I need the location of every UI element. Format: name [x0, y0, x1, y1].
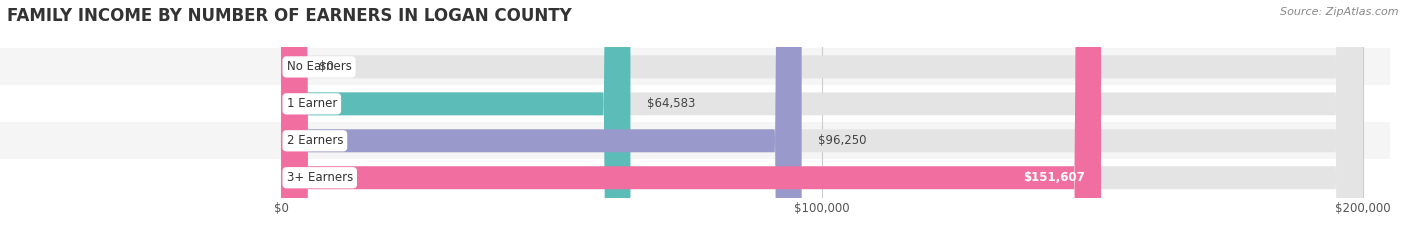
Text: $151,607: $151,607 [1024, 171, 1085, 184]
Text: No Earners: No Earners [287, 60, 352, 73]
FancyBboxPatch shape [0, 159, 1389, 196]
FancyBboxPatch shape [281, 0, 1362, 233]
FancyBboxPatch shape [281, 0, 1362, 233]
Text: FAMILY INCOME BY NUMBER OF EARNERS IN LOGAN COUNTY: FAMILY INCOME BY NUMBER OF EARNERS IN LO… [7, 7, 572, 25]
Text: $64,583: $64,583 [647, 97, 695, 110]
Text: Source: ZipAtlas.com: Source: ZipAtlas.com [1281, 7, 1399, 17]
FancyBboxPatch shape [0, 48, 1389, 85]
FancyBboxPatch shape [281, 0, 630, 233]
Text: $96,250: $96,250 [818, 134, 866, 147]
Text: 3+ Earners: 3+ Earners [287, 171, 353, 184]
Text: 2 Earners: 2 Earners [287, 134, 343, 147]
FancyBboxPatch shape [281, 0, 1362, 233]
FancyBboxPatch shape [0, 85, 1389, 122]
FancyBboxPatch shape [0, 122, 1389, 159]
FancyBboxPatch shape [281, 0, 1362, 233]
Text: $0: $0 [319, 60, 335, 73]
FancyBboxPatch shape [281, 0, 299, 233]
FancyBboxPatch shape [281, 0, 801, 233]
FancyBboxPatch shape [281, 0, 1101, 233]
Text: 1 Earner: 1 Earner [287, 97, 337, 110]
